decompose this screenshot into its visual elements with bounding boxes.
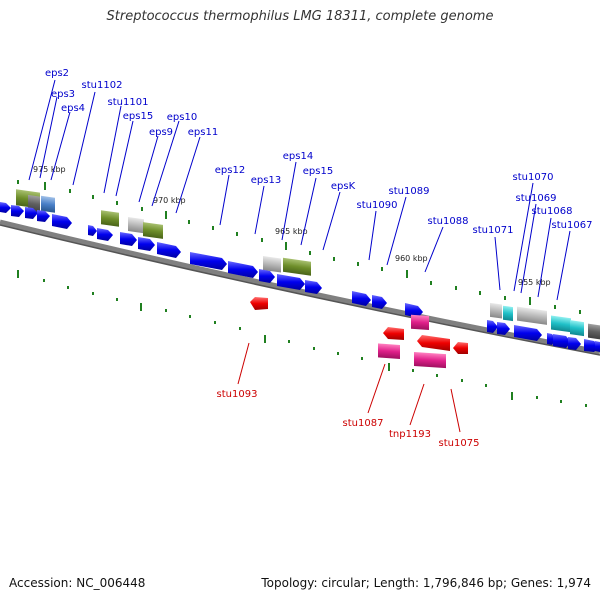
gene-label-epsK[interactable]: epsK: [331, 181, 356, 192]
scale-label: 970 kbp: [153, 196, 186, 205]
topology-label: Topology: circular; Length: 1,796,846 bp…: [261, 576, 591, 590]
gene-label-eps4[interactable]: eps4: [61, 103, 85, 114]
gene-label-stu1101[interactable]: stu1101: [108, 97, 149, 108]
gene-label-eps10[interactable]: eps10: [167, 112, 197, 123]
gene-label-stu1069[interactable]: stu1069: [516, 193, 557, 204]
feature-boxes: [16, 189, 600, 340]
genome-backbone-shadow: [0, 224, 600, 356]
forward-genes: [0, 202, 600, 352]
gene-label-stu1093[interactable]: stu1093: [217, 389, 258, 400]
gene-label-eps13[interactable]: eps13: [251, 175, 281, 186]
gene-label-stu1075[interactable]: stu1075: [439, 438, 480, 449]
scale-label: 965 kbp: [275, 227, 308, 236]
map-title: Streptococcus thermophilus LMG 18311, co…: [106, 9, 494, 24]
gene-label-eps11[interactable]: eps11: [188, 127, 218, 138]
scale-label: 975 kbp: [33, 165, 66, 174]
gene-label-stu1068[interactable]: stu1068: [532, 206, 573, 217]
gene-label-stu1067[interactable]: stu1067: [552, 220, 593, 231]
accession-label: Accession: NC_006448: [9, 576, 146, 590]
scale-label: 960 kbp: [395, 254, 428, 263]
top-leader-lines: [28, 79, 571, 301]
gene-label-eps3[interactable]: eps3: [51, 89, 75, 100]
gene-label-eps2[interactable]: eps2: [45, 68, 69, 79]
gene-label-eps14[interactable]: eps14: [283, 151, 313, 162]
bottom-leader-lines: [237, 342, 461, 433]
reverse-genes: [250, 297, 468, 369]
gene-label-eps15-a[interactable]: eps15: [123, 111, 153, 122]
gene-label-stu1070[interactable]: stu1070: [513, 172, 554, 183]
gene-label-stu1071[interactable]: stu1071: [473, 225, 514, 236]
gene-label-eps9[interactable]: eps9: [149, 127, 173, 138]
gene-label-eps12[interactable]: eps12: [215, 165, 245, 176]
scale-label: 955 kbp: [518, 278, 551, 287]
scale-ticks: [17, 180, 587, 407]
gene-label-stu1089[interactable]: stu1089: [389, 186, 430, 197]
gene-label-tnp1193[interactable]: tnp1193: [389, 429, 431, 440]
gene-label-stu1090[interactable]: stu1090: [357, 200, 398, 211]
gene-label-stu1102[interactable]: stu1102: [82, 80, 123, 91]
gene-label-stu1087[interactable]: stu1087: [343, 418, 384, 429]
gene-label-eps15-b[interactable]: eps15: [303, 166, 333, 177]
gene-label-stu1088[interactable]: stu1088: [428, 216, 469, 227]
